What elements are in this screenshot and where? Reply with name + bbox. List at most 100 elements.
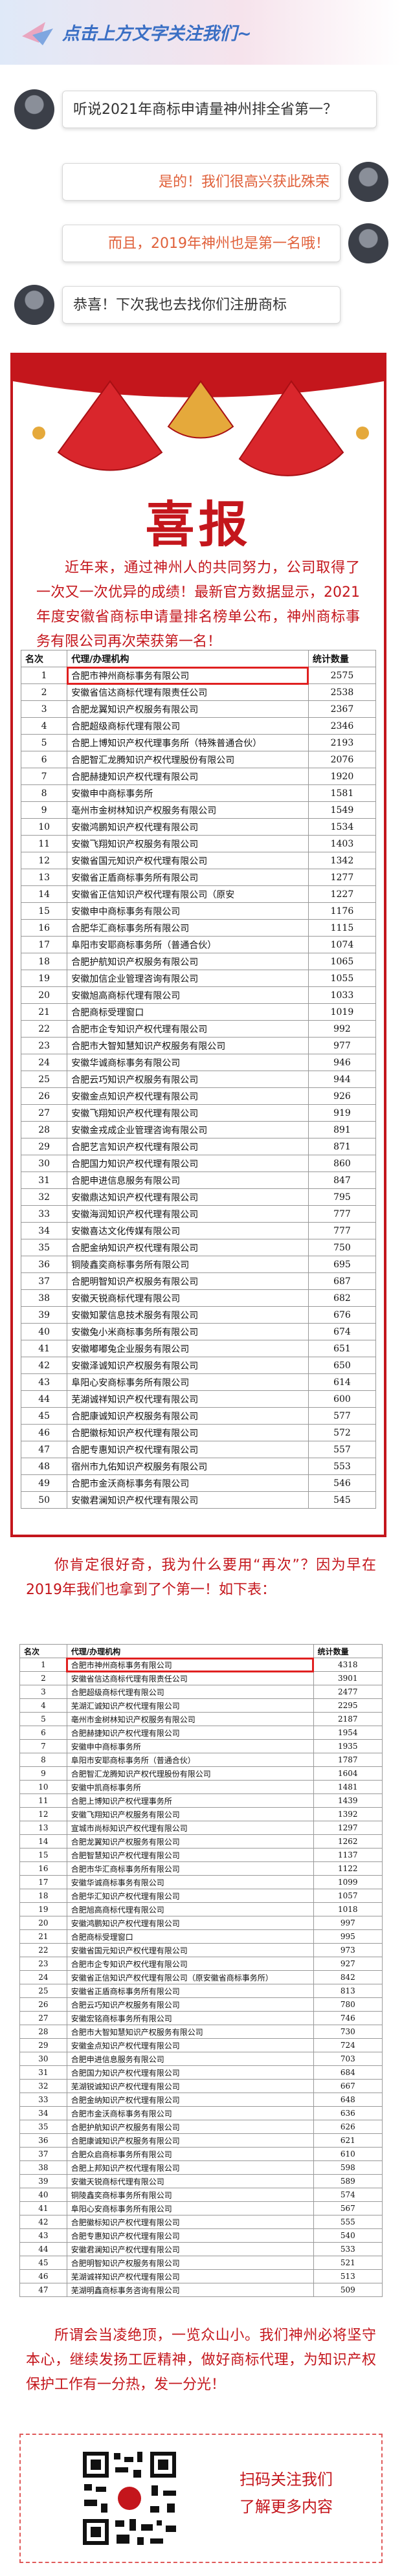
org-cell: 合肥护航知识产权服务有限公司 bbox=[66, 2120, 314, 2134]
table-row: 26 安徽金点知识产权代理有限公司 926 bbox=[20, 1087, 377, 1105]
count-cell: 1297 bbox=[313, 1821, 383, 1835]
closing-text: 所谓会当凌绝顶，一览众山小。我们神州必将坚守本心，继续发扬工匠精神，做好商标代理… bbox=[26, 2327, 376, 2393]
table-row: 36 合肥康诚知识产权服务有限公司 621 bbox=[19, 2133, 383, 2148]
rank-cell: 6 bbox=[19, 1726, 67, 1740]
count-cell: 2367 bbox=[307, 700, 377, 718]
rank-cell: 41 bbox=[20, 1340, 68, 1357]
org-cell: 合肥艺言知识产权代理有限公司 bbox=[67, 1138, 309, 1155]
table-row: 17 安徽华诚商标事务有限公司 1099 bbox=[19, 1875, 383, 1889]
rank-cell: 27 bbox=[19, 2011, 67, 2025]
org-cell: 合肥国力知识产权代理有限公司 bbox=[66, 2065, 314, 2080]
rank-cell: 7 bbox=[20, 768, 68, 785]
rank-cell: 31 bbox=[19, 2065, 67, 2080]
org-cell: 安徽鼎达知识产权代理有限公司 bbox=[67, 1188, 309, 1206]
org-cell: 合肥智汇龙腾知识产权代理股份有限公司 bbox=[66, 1766, 314, 1781]
chat-bubble: 是的！我们很高兴获此殊荣 bbox=[62, 163, 341, 201]
rank-cell: 9 bbox=[19, 1766, 67, 1781]
rank-cell: 3 bbox=[19, 1685, 67, 1699]
org-cell: 阜阳心安商标事务所有限公司 bbox=[66, 2201, 314, 2215]
count-cell: 674 bbox=[307, 1323, 377, 1340]
rank-cell: 22 bbox=[19, 1943, 67, 1957]
rank-cell: 32 bbox=[20, 1188, 68, 1206]
count-cell: 2193 bbox=[307, 734, 377, 751]
header-row: 名次 代理/办理机构 统计数量 bbox=[19, 1644, 383, 1658]
table-row: 38 合肥上邦知识产权代理有限公司 598 bbox=[19, 2160, 383, 2175]
org-cell: 安徽君澜知识产权代理有限公司 bbox=[66, 2242, 314, 2256]
table-row: 15 安徽申中商标事务有限公司 1176 bbox=[20, 902, 377, 920]
org-cell: 安徽申中商标事务有限公司 bbox=[67, 902, 309, 920]
count-cell: 626 bbox=[313, 2120, 383, 2134]
count-cell: 533 bbox=[313, 2242, 383, 2256]
chat-bubble: 恭喜！下次我也去找你们注册商标 bbox=[62, 286, 341, 324]
poster-title: 喜报 bbox=[145, 496, 252, 553]
org-cell: 合肥赫捷知识产权代理有限公司 bbox=[66, 1726, 314, 1740]
rank-cell: 16 bbox=[20, 919, 68, 937]
header-cell: 代理/办理机构 bbox=[67, 650, 309, 667]
table-row: 43 合肥专惠知识产权代理有限公司 540 bbox=[19, 2228, 383, 2243]
org-cell: 合肥超级商标代理有限公司 bbox=[66, 1685, 314, 1699]
table-row: 35 合肥护航知识产权服务有限公司 626 bbox=[19, 2120, 383, 2134]
rank-cell: 29 bbox=[20, 1138, 68, 1155]
rank-cell: 8 bbox=[19, 1753, 67, 1767]
org-cell: 安徽华诚商标事务有限公司 bbox=[67, 1054, 309, 1071]
count-cell: 614 bbox=[307, 1373, 377, 1391]
header-cell: 名次 bbox=[20, 650, 68, 667]
table-row: 25 安徽省正盾商标事务所有限公司 813 bbox=[19, 1984, 383, 1998]
count-cell: 3901 bbox=[313, 1671, 383, 1685]
count-cell: 1055 bbox=[307, 970, 377, 987]
follow-line: 扫码关注我们 bbox=[240, 2471, 333, 2489]
poster: 喜报 近年来，通过神州人的共同努力，公司取得了一次又一次优异的成绩！最新官方数据… bbox=[10, 353, 386, 1537]
rank-cell: 12 bbox=[19, 1807, 67, 1821]
org-cell: 合肥商标受理窗口 bbox=[67, 1003, 309, 1021]
rank-cell: 5 bbox=[19, 1712, 67, 1726]
count-cell: 648 bbox=[313, 2093, 383, 2107]
header-cell: 统计数量 bbox=[313, 1644, 383, 1658]
rank-cell: 33 bbox=[19, 2093, 67, 2107]
follow-line: 了解更多内容 bbox=[240, 2498, 333, 2516]
table-row: 32 安徽鼎达知识产权代理有限公司 795 bbox=[20, 1188, 377, 1206]
qr-code[interactable] bbox=[79, 2448, 180, 2549]
org-cell: 合肥龙翼知识产权服务有限公司 bbox=[67, 700, 309, 718]
count-cell: 2076 bbox=[307, 751, 377, 768]
count-cell: 521 bbox=[313, 2256, 383, 2270]
rank-cell: 4 bbox=[19, 1698, 67, 1713]
count-cell: 1057 bbox=[313, 1889, 383, 1903]
follow-box: 扫码关注我们 了解更多内容 bbox=[19, 2434, 383, 2563]
org-cell: 宣城市尚标知识产权代理有限公司 bbox=[66, 1821, 314, 1835]
rank-cell: 25 bbox=[20, 1071, 68, 1088]
rank-cell: 28 bbox=[19, 2025, 67, 2039]
chat-bubble: 而且，2019年神州也是第一名哦！ bbox=[62, 225, 341, 262]
org-cell: 安徽飞翔知识产权服务有限公司 bbox=[67, 835, 309, 852]
count-cell: 695 bbox=[307, 1256, 377, 1273]
count-cell: 813 bbox=[313, 1984, 383, 1998]
table-row: 37 合肥明智知识产权服务有限公司 687 bbox=[20, 1272, 377, 1290]
org-cell: 安徽省信达商标代理有限责任公司 bbox=[66, 1671, 314, 1685]
table-row: 15 合肥智慧知识产权代理有限公司 1137 bbox=[19, 1848, 383, 1862]
count-cell: 724 bbox=[313, 2038, 383, 2052]
count-cell: 750 bbox=[307, 1239, 377, 1256]
rank-cell: 19 bbox=[20, 970, 68, 987]
table-row: 24 安徽省正信知识产权代理有限公司（原安徽省商标事务所） 842 bbox=[19, 1970, 383, 1984]
count-cell: 555 bbox=[313, 2215, 383, 2229]
org-cell: 芜湖诚祥知识产权代理有限公司 bbox=[67, 1390, 309, 1408]
org-cell: 芜湖锐诚知识产权代理有限公司 bbox=[66, 2079, 314, 2093]
count-cell: 997 bbox=[313, 1916, 383, 1930]
rank-cell: 1 bbox=[19, 1658, 67, 1672]
org-cell: 合肥市金沃商标事务有限公司 bbox=[67, 1474, 309, 1492]
table-row: 2 安徽省信达商标代理有限责任公司 2538 bbox=[20, 683, 377, 701]
count-cell: 871 bbox=[307, 1138, 377, 1155]
avatar bbox=[348, 223, 388, 263]
table-row: 45 合肥明智知识产权服务有限公司 521 bbox=[19, 2256, 383, 2270]
rank-cell: 14 bbox=[20, 885, 68, 903]
org-cell: 安徽中凯商标事务所 bbox=[66, 1780, 314, 1794]
rank-cell: 20 bbox=[20, 986, 68, 1004]
org-cell: 合肥市企专知识产权代理有限公司 bbox=[67, 1020, 309, 1038]
table-row: 21 合肥商标受理窗口 1019 bbox=[20, 1003, 377, 1021]
rank-cell: 41 bbox=[19, 2201, 67, 2215]
header-text[interactable]: 点击上方文字关注我们~ bbox=[62, 24, 252, 44]
table-row: 50 安徽君澜知识产权代理有限公司 545 bbox=[20, 1491, 377, 1509]
org-cell: 合肥超级商标代理有限公司 bbox=[67, 717, 309, 735]
table-row: 19 安徽加信企业管理咨询有限公司 1055 bbox=[20, 970, 377, 987]
org-cell: 合肥旭高商标代理有限公司 bbox=[66, 1902, 314, 1916]
table-row: 30 合肥申进信息服务有限公司 703 bbox=[19, 2052, 383, 2066]
